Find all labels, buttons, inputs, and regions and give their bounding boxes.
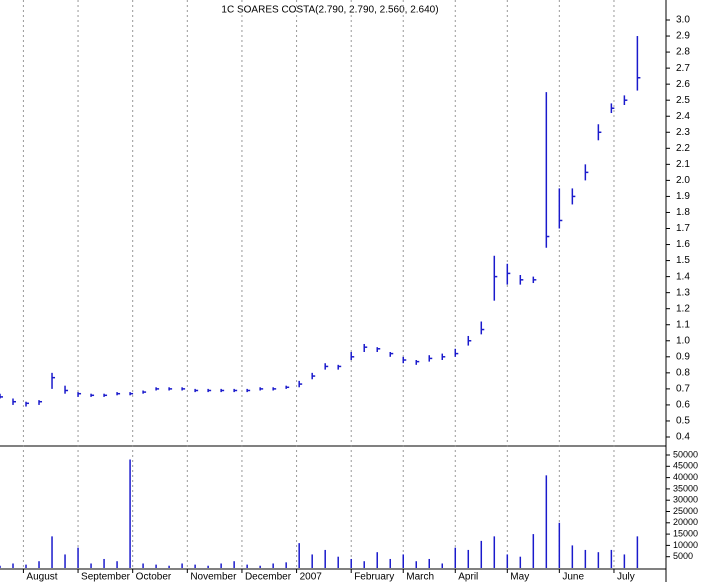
volume-tick-label: 50000 bbox=[673, 449, 698, 459]
y-tick-label: 2.4 bbox=[676, 111, 690, 122]
y-tick-label: 1.0 bbox=[676, 335, 690, 346]
volume-tick-label: 5000 bbox=[673, 551, 693, 561]
y-tick-label: 2.9 bbox=[676, 31, 690, 42]
y-tick-label: 1.3 bbox=[676, 287, 690, 298]
x-tick-label: February bbox=[354, 572, 394, 582]
y-tick-label: 0.5 bbox=[676, 416, 690, 427]
y-tick-label: 0.4 bbox=[676, 432, 690, 443]
y-tick-label: 2.2 bbox=[676, 143, 690, 154]
y-tick-label: 1.1 bbox=[676, 319, 690, 330]
x-tick-label: October bbox=[136, 572, 172, 582]
x-tick-label: December bbox=[245, 572, 292, 582]
y-tick-label: 1.5 bbox=[676, 255, 690, 266]
x-tick-label: August bbox=[26, 572, 57, 582]
volume-tick-label: 20000 bbox=[673, 517, 698, 527]
volume-tick-label: 15000 bbox=[673, 528, 698, 538]
y-tick-label: 2.6 bbox=[676, 79, 690, 90]
x-tick-label: March bbox=[406, 572, 434, 582]
volume-tick-label: 35000 bbox=[673, 483, 698, 493]
y-tick-label: 1.8 bbox=[676, 207, 690, 218]
x-tick-label: July bbox=[617, 572, 635, 582]
x-tick-label: 2007 bbox=[300, 572, 323, 582]
y-tick-label: 0.6 bbox=[676, 400, 690, 411]
y-tick-label: 1.9 bbox=[676, 191, 690, 202]
y-tick-label: 1.6 bbox=[676, 239, 690, 250]
y-tick-label: 3.0 bbox=[676, 15, 690, 26]
volume-tick-label: 25000 bbox=[673, 506, 698, 516]
y-tick-label: 2.7 bbox=[676, 63, 690, 74]
y-tick-label: 2.1 bbox=[676, 159, 690, 170]
volume-tick-label: 40000 bbox=[673, 472, 698, 482]
y-tick-label: 2.5 bbox=[676, 95, 690, 106]
y-tick-label: 0.8 bbox=[676, 367, 690, 378]
x-tick-label: June bbox=[562, 572, 584, 582]
x-tick-label: September bbox=[81, 572, 131, 582]
x-tick-label: May bbox=[510, 572, 529, 582]
y-tick-label: 2.3 bbox=[676, 127, 690, 138]
volume-tick-label: 45000 bbox=[673, 461, 698, 471]
y-tick-label: 1.7 bbox=[676, 223, 690, 234]
y-tick-label: 1.2 bbox=[676, 303, 690, 314]
y-tick-label: 2.0 bbox=[676, 175, 690, 186]
volume-tick-label: 10000 bbox=[673, 540, 698, 550]
chart-title: 1C SOARES COSTA(2.790, 2.790, 2.560, 2.6… bbox=[221, 5, 438, 16]
y-tick-label: 0.9 bbox=[676, 351, 690, 362]
volume-tick-label: 30000 bbox=[673, 495, 698, 505]
y-tick-label: 1.4 bbox=[676, 271, 690, 282]
x-tick-label: April bbox=[458, 572, 478, 582]
y-tick-label: 2.8 bbox=[676, 47, 690, 58]
y-tick-label: 0.7 bbox=[676, 384, 690, 395]
x-tick-label: November bbox=[190, 572, 237, 582]
